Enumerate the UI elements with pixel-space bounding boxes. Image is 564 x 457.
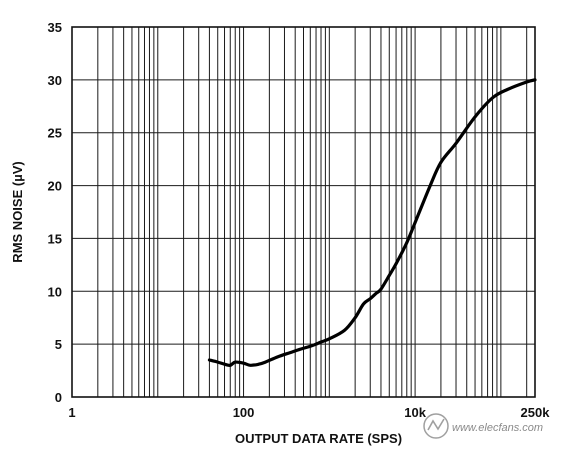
- y-tick-labels: 0 5 10 15 20 25 30 35: [48, 20, 62, 405]
- watermark-text: www.elecfans.com: [452, 422, 543, 434]
- x-tick-label: 10k: [404, 405, 426, 420]
- y-tick-label: 10: [48, 284, 62, 299]
- watermark-logo-mark: [427, 418, 445, 431]
- y-tick-label: 30: [48, 73, 62, 88]
- y-tick-label: 15: [48, 231, 62, 246]
- x-tick-label: 100: [233, 405, 255, 420]
- x-tick-label: 250k: [521, 405, 551, 420]
- y-tick-label: 25: [48, 126, 62, 141]
- y-tick-label: 0: [55, 390, 62, 405]
- grid-lines: [72, 27, 535, 397]
- y-axis-label: RMS NOISE (µV): [10, 161, 25, 262]
- y-tick-label: 35: [48, 20, 62, 35]
- x-tick-labels: 1 100 10k 250k: [68, 405, 550, 420]
- series-line: [207, 78, 537, 367]
- watermark-logo-icon: [423, 413, 449, 439]
- x-tick-label: 1: [68, 405, 75, 420]
- watermark: www.elecfans.com: [423, 413, 543, 439]
- plot-frame: [71, 26, 536, 398]
- x-axis-label: OUTPUT DATA RATE (SPS): [235, 431, 402, 446]
- y-tick-label: 20: [48, 179, 62, 194]
- y-tick-label: 5: [55, 337, 62, 352]
